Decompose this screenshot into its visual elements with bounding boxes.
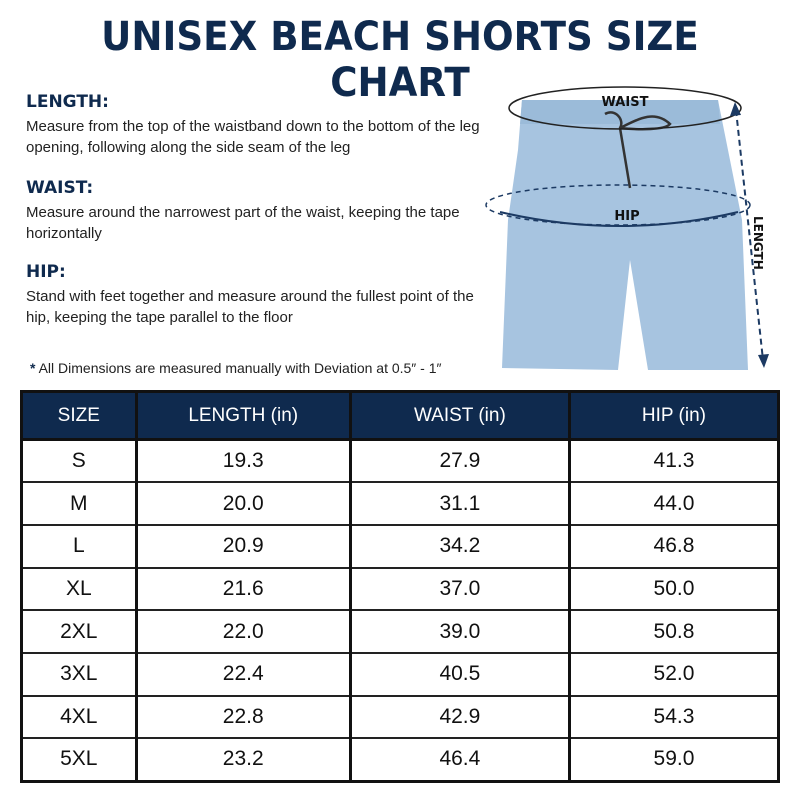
hip-instruction: HIP: Stand with feet together and measur… bbox=[26, 262, 496, 328]
cell-size: 2XL bbox=[20, 609, 138, 654]
cell-waist: 46.4 bbox=[348, 737, 571, 782]
waist-label: WAIST bbox=[602, 95, 649, 110]
cell-size: L bbox=[20, 523, 138, 569]
cell-hip: 54.3 bbox=[567, 694, 781, 740]
cell-waist: 39.0 bbox=[348, 609, 571, 654]
cell-hip: 41.3 bbox=[567, 438, 781, 484]
cell-hip: 46.8 bbox=[567, 523, 781, 569]
size-table: SIZE LENGTH (in) WAIST (in) HIP (in) S 19… bbox=[20, 390, 781, 783]
cell-waist: 31.1 bbox=[348, 481, 571, 526]
cell-hip: 44.0 bbox=[567, 481, 781, 526]
cell-hip: 50.0 bbox=[567, 566, 781, 612]
table-row: M 20.0 31.1 44.0 bbox=[20, 481, 781, 526]
cell-length: 19.3 bbox=[134, 438, 352, 484]
cell-hip: 52.0 bbox=[567, 651, 781, 697]
cell-size: 3XL bbox=[20, 651, 138, 697]
asterisk: * bbox=[30, 360, 36, 376]
header-waist: WAIST (in) bbox=[348, 390, 571, 441]
table-header-row: SIZE LENGTH (in) WAIST (in) HIP (in) bbox=[20, 390, 781, 441]
table-row: L 20.9 34.2 46.8 bbox=[20, 523, 781, 569]
hip-heading: HIP: bbox=[26, 262, 66, 282]
cell-waist: 34.2 bbox=[348, 523, 571, 569]
waist-text: Measure around the narrowest part of the… bbox=[26, 204, 460, 242]
arrow-up-icon bbox=[730, 102, 741, 116]
cell-size: XL bbox=[20, 566, 138, 612]
cell-size: M bbox=[20, 481, 138, 526]
shorts-diagram: WAIST HIP LENGTH bbox=[485, 86, 769, 370]
waistband bbox=[520, 100, 720, 124]
length-arrow bbox=[735, 109, 764, 361]
cell-waist: 37.0 bbox=[348, 566, 571, 612]
cell-waist: 42.9 bbox=[348, 694, 571, 740]
cell-size: 4XL bbox=[20, 694, 138, 740]
cell-size: S bbox=[20, 438, 138, 484]
table-row: 5XL 23.2 46.4 59.0 bbox=[20, 737, 781, 782]
cell-waist: 40.5 bbox=[348, 651, 571, 697]
table-row: 4XL 22.8 42.9 54.3 bbox=[20, 694, 781, 740]
table-row: XL 21.6 37.0 50.0 bbox=[20, 566, 781, 612]
cell-length: 22.4 bbox=[134, 651, 352, 697]
shorts-illustration bbox=[502, 100, 748, 370]
header-hip: HIP (in) bbox=[567, 390, 781, 441]
length-text: Measure from the top of the waistband do… bbox=[26, 118, 480, 156]
waist-heading: WAIST: bbox=[26, 178, 94, 198]
cell-length: 20.9 bbox=[134, 523, 352, 569]
cell-length: 20.0 bbox=[134, 481, 352, 526]
cell-waist: 27.9 bbox=[348, 438, 571, 484]
cell-length: 22.8 bbox=[134, 694, 352, 740]
header-size: SIZE bbox=[20, 390, 138, 441]
arrow-down-icon bbox=[758, 354, 769, 368]
length-heading: LENGTH: bbox=[26, 92, 109, 112]
header-length: LENGTH (in) bbox=[134, 390, 352, 441]
deviation-note: * All Dimensions are measured manually w… bbox=[30, 360, 441, 376]
note-text: All Dimensions are measured manually wit… bbox=[38, 360, 442, 376]
waist-ellipse bbox=[508, 86, 742, 130]
cell-hip: 50.8 bbox=[567, 609, 781, 654]
table-row: 3XL 22.4 40.5 52.0 bbox=[20, 651, 781, 697]
length-label: LENGTH bbox=[751, 216, 765, 270]
cell-length: 23.2 bbox=[134, 737, 352, 782]
table-row: 2XL 22.0 39.0 50.8 bbox=[20, 609, 781, 654]
page-title: UNISEX BEACH SHORTS SIZE CHART bbox=[101, 14, 699, 106]
hip-text: Stand with feet together and measure aro… bbox=[26, 288, 474, 326]
cell-hip: 59.0 bbox=[567, 737, 781, 782]
cell-length: 21.6 bbox=[134, 566, 352, 612]
length-instruction: LENGTH: Measure from the top of the wais… bbox=[26, 92, 496, 158]
table-row: S 19.3 27.9 41.3 bbox=[20, 438, 781, 484]
hip-label: HIP bbox=[614, 209, 639, 224]
cell-size: 5XL bbox=[20, 737, 138, 782]
waist-instruction: WAIST: Measure around the narrowest part… bbox=[26, 178, 496, 244]
cell-length: 22.0 bbox=[134, 609, 352, 654]
